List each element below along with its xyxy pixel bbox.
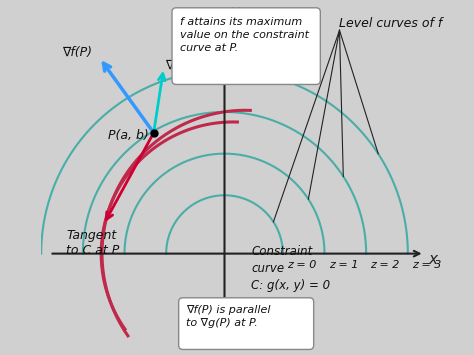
Text: ∇f(P) is parallel
to ∇g(P) at P.: ∇f(P) is parallel to ∇g(P) at P. bbox=[186, 305, 271, 328]
Text: f attains its maximum
value on the constraint
curve at P.: f attains its maximum value on the const… bbox=[180, 17, 309, 53]
Text: ∇f(P): ∇f(P) bbox=[62, 46, 92, 59]
Text: Level curves of f: Level curves of f bbox=[339, 17, 443, 30]
Text: z = 1: z = 1 bbox=[328, 260, 358, 270]
Text: z = 0: z = 0 bbox=[287, 260, 316, 270]
FancyBboxPatch shape bbox=[179, 298, 314, 349]
Text: z = 2: z = 2 bbox=[370, 260, 400, 270]
Text: Constraint
curve
C: g(x, y) = 0: Constraint curve C: g(x, y) = 0 bbox=[251, 245, 330, 291]
Text: y: y bbox=[230, 4, 239, 19]
Text: x: x bbox=[428, 252, 438, 267]
Text: ∇g(P): ∇g(P) bbox=[165, 59, 199, 72]
FancyBboxPatch shape bbox=[172, 8, 320, 84]
Text: z = 3: z = 3 bbox=[412, 260, 441, 270]
Text: Tangent
to C at P: Tangent to C at P bbox=[66, 229, 119, 257]
Text: P(a, b): P(a, b) bbox=[108, 130, 148, 142]
